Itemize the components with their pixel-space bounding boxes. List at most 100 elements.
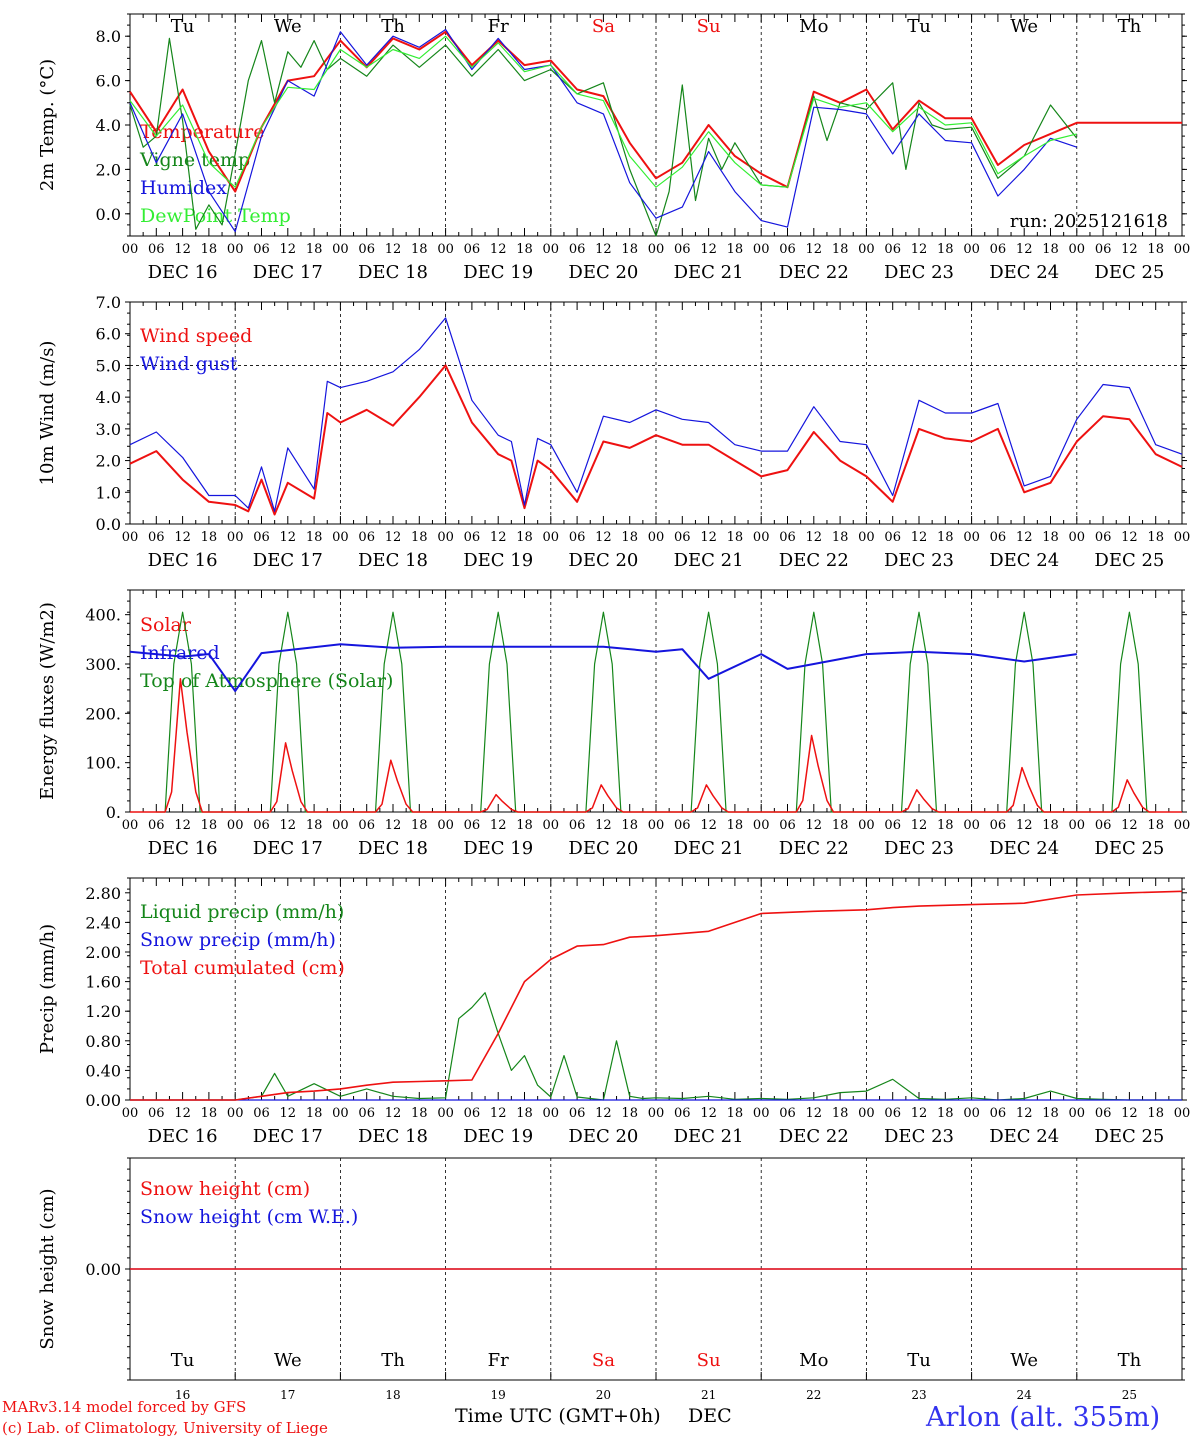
hour-label: 00 xyxy=(122,1106,139,1121)
y-tick-label: 8.0 xyxy=(96,27,121,46)
x-axis-month: DEC xyxy=(688,1405,732,1427)
series-total-cumulated xyxy=(130,890,1183,1101)
hour-label: 00 xyxy=(963,818,980,833)
date-label: DEC 20 xyxy=(568,550,638,571)
y-tick-label: 0. xyxy=(106,803,121,822)
date-label: DEC 20 xyxy=(568,262,638,283)
hour-label: 06 xyxy=(779,242,796,257)
date-label: DEC 19 xyxy=(463,550,533,571)
hour-label: 12 xyxy=(1121,1106,1138,1121)
hour-label: 00 xyxy=(437,242,454,257)
hour-label: 06 xyxy=(464,530,481,545)
hour-label: 12 xyxy=(490,818,507,833)
hour-label: 18 xyxy=(411,530,428,545)
hour-label: 18 xyxy=(411,1106,428,1121)
date-label: DEC 22 xyxy=(779,838,849,859)
hour-label: 00 xyxy=(1174,242,1191,257)
hour-label: 00 xyxy=(332,530,349,545)
y-tick-label: 300. xyxy=(85,655,121,674)
hour-label: 00 xyxy=(858,242,875,257)
hour-label: 12 xyxy=(911,242,928,257)
hour-label: 18 xyxy=(1147,1106,1164,1121)
weekday-label: Sa xyxy=(592,16,615,37)
hour-label: 12 xyxy=(385,530,402,545)
hour-label: 12 xyxy=(806,530,823,545)
y-tick-label: 1.0 xyxy=(96,483,121,502)
hour-label: 00 xyxy=(648,530,665,545)
y-tick-label: 5.0 xyxy=(96,356,121,375)
hour-label: 12 xyxy=(911,530,928,545)
hour-label: 06 xyxy=(253,818,270,833)
y-tick-label: 0.40 xyxy=(85,1061,121,1080)
date-label: DEC 25 xyxy=(1094,262,1164,283)
y-tick-label: 400. xyxy=(85,606,121,625)
hour-label: 12 xyxy=(174,1106,191,1121)
y-tick-label: 4.0 xyxy=(96,388,121,407)
date-label: DEC 22 xyxy=(779,262,849,283)
y-axis-title: Snow height (cm) xyxy=(37,1188,58,1349)
hour-label: 18 xyxy=(621,242,638,257)
panel-3: 00 06 12 18 00 06 12 18 00 06 12 18 00 06 12 18 00 06 12 18… xyxy=(37,589,1191,859)
hour-label: 18 xyxy=(411,242,428,257)
weekday-label: Fr xyxy=(488,16,509,37)
day-number-label: 17 xyxy=(280,1388,295,1402)
hour-label: 18 xyxy=(1147,530,1164,545)
hour-label: 06 xyxy=(253,1106,270,1121)
hour-label: 00 xyxy=(648,242,665,257)
hour-label: 00 xyxy=(1069,530,1086,545)
hour-label: 06 xyxy=(569,530,586,545)
day-number-label: 19 xyxy=(491,1388,506,1402)
hour-label: 18 xyxy=(727,242,744,257)
hour-label: 06 xyxy=(1095,530,1112,545)
hour-label: 06 xyxy=(569,242,586,257)
date-label: DEC 16 xyxy=(148,838,218,859)
hour-label: 06 xyxy=(464,818,481,833)
hour-label: 18 xyxy=(516,530,533,545)
day-number-label: 16 xyxy=(175,1388,190,1402)
weekday-label: Su xyxy=(697,1350,721,1371)
hour-label: 18 xyxy=(1042,1106,1059,1121)
hour-label: 06 xyxy=(148,1106,165,1121)
date-label: DEC 16 xyxy=(148,1126,218,1147)
hour-label: 00 xyxy=(648,1106,665,1121)
hour-label: 12 xyxy=(700,1106,717,1121)
series-solar xyxy=(130,678,1182,813)
hour-label: 12 xyxy=(385,818,402,833)
hour-label: 00 xyxy=(753,1106,770,1121)
hour-label: 18 xyxy=(306,530,323,545)
y-tick-label: 3.0 xyxy=(96,420,121,439)
date-label: DEC 23 xyxy=(884,550,954,571)
legend-entry: Snow height (cm W.E.) xyxy=(140,1206,358,1228)
legend-entry: Temperature xyxy=(140,121,264,143)
hour-label: 00 xyxy=(1174,818,1191,833)
hour-label: 00 xyxy=(543,242,560,257)
hour-label: 00 xyxy=(227,242,244,257)
weekday-label: Tu xyxy=(907,16,931,37)
hour-label: 06 xyxy=(779,1106,796,1121)
legend-entry: Wind gust xyxy=(140,353,238,375)
hour-label: 06 xyxy=(358,242,375,257)
y-tick-label: 2.00 xyxy=(85,943,121,962)
date-label: DEC 21 xyxy=(674,838,744,859)
y-axis-title: Energy fluxes (W/m2) xyxy=(37,602,58,800)
weekday-label: Th xyxy=(1118,1350,1142,1371)
hour-label: 06 xyxy=(779,530,796,545)
hour-label: 12 xyxy=(595,242,612,257)
weekday-label: Mo xyxy=(799,1350,828,1371)
day-number-label: 23 xyxy=(911,1388,926,1402)
hour-label: 18 xyxy=(516,1106,533,1121)
y-tick-label: 0.00 xyxy=(85,1260,121,1279)
series-temperature xyxy=(129,30,1182,193)
hour-label: 06 xyxy=(569,1106,586,1121)
y-tick-label: 7.0 xyxy=(96,293,121,312)
hour-label: 12 xyxy=(1121,242,1138,257)
model-credit: MARv3.14 model forced by GFS xyxy=(2,1398,247,1416)
date-label: DEC 19 xyxy=(463,262,533,283)
date-label: DEC 23 xyxy=(884,838,954,859)
series-dewpoint-temp xyxy=(129,35,1077,188)
hour-label: 00 xyxy=(122,242,139,257)
series-wind-gust xyxy=(129,317,1183,512)
date-label: DEC 20 xyxy=(568,1126,638,1147)
date-label: DEC 25 xyxy=(1094,838,1164,859)
